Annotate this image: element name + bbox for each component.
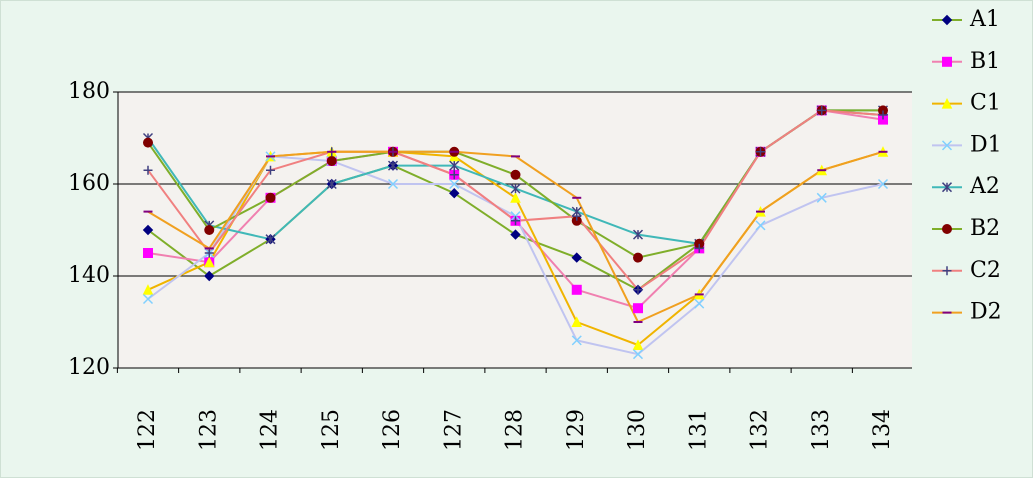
- marker: [632, 339, 644, 350]
- marker: [142, 293, 154, 305]
- marker: [632, 229, 644, 240]
- marker: [143, 248, 153, 258]
- marker: [756, 147, 765, 157]
- legend-label: D2: [970, 300, 1002, 325]
- legend-label: B2: [970, 216, 1000, 241]
- marker: [942, 224, 952, 234]
- x-tick-label: 133: [809, 409, 834, 451]
- marker: [878, 110, 888, 120]
- marker: [942, 266, 952, 276]
- x-tick-label: 127: [441, 409, 466, 451]
- legend-label: A1: [969, 7, 1000, 32]
- x-tick-label: 126: [380, 409, 405, 451]
- marker: [632, 349, 644, 360]
- marker: [449, 187, 460, 199]
- y-tick-label: 160: [68, 171, 110, 196]
- marker: [817, 105, 827, 115]
- marker: [941, 14, 953, 26]
- marker: [449, 170, 459, 180]
- marker: [266, 165, 275, 175]
- marker: [941, 140, 953, 151]
- x-tick-label: 123: [196, 409, 221, 451]
- marker: [510, 211, 521, 222]
- x-tick-label: 132: [748, 409, 773, 451]
- x-tick-label: 122: [135, 409, 160, 451]
- marker: [755, 220, 766, 231]
- marker: [571, 316, 583, 327]
- legend-label: C1: [970, 91, 1001, 116]
- marker: [571, 252, 582, 263]
- y-tick-label: 180: [68, 79, 110, 104]
- marker: [510, 229, 521, 240]
- marker: [265, 234, 276, 245]
- x-tick-label: 125: [319, 409, 344, 451]
- marker: [449, 160, 460, 171]
- marker: [571, 335, 582, 346]
- marker: [942, 56, 952, 67]
- marker: [204, 248, 214, 258]
- marker: [142, 284, 154, 295]
- marker: [633, 252, 643, 263]
- y-tick-label: 140: [68, 263, 110, 288]
- x-tick-label: 124: [258, 409, 283, 451]
- marker: [572, 211, 582, 221]
- marker: [326, 178, 337, 190]
- marker: [142, 224, 154, 236]
- marker: [511, 216, 520, 226]
- marker: [571, 284, 582, 295]
- x-tick-label: 129: [564, 409, 589, 451]
- marker: [204, 270, 215, 282]
- marker: [816, 192, 827, 203]
- marker: [449, 178, 460, 190]
- marker: [326, 156, 337, 166]
- marker: [633, 285, 643, 295]
- legend-label: C2: [970, 258, 1001, 283]
- x-tick-label: 131: [686, 409, 711, 451]
- marker: [694, 243, 704, 253]
- marker: [941, 182, 953, 193]
- marker: [143, 165, 153, 175]
- marker: [203, 256, 215, 268]
- marker: [633, 303, 643, 314]
- legend-label: A2: [969, 174, 1000, 199]
- y-tick-label: 120: [68, 355, 110, 380]
- marker: [143, 137, 153, 148]
- marker: [694, 298, 705, 309]
- x-tick-label: 134: [870, 409, 895, 451]
- marker: [265, 192, 276, 203]
- marker: [510, 169, 521, 180]
- marker: [877, 178, 889, 190]
- x-tick-label: 128: [503, 409, 528, 451]
- marker: [510, 183, 521, 194]
- marker: [941, 97, 953, 109]
- marker: [510, 192, 521, 203]
- legend-label: D1: [970, 132, 1002, 157]
- marker: [204, 225, 215, 235]
- x-tick-label: 130: [625, 409, 650, 451]
- legend-label: B1: [970, 49, 1000, 74]
- marker: [387, 160, 399, 171]
- marker: [387, 178, 399, 190]
